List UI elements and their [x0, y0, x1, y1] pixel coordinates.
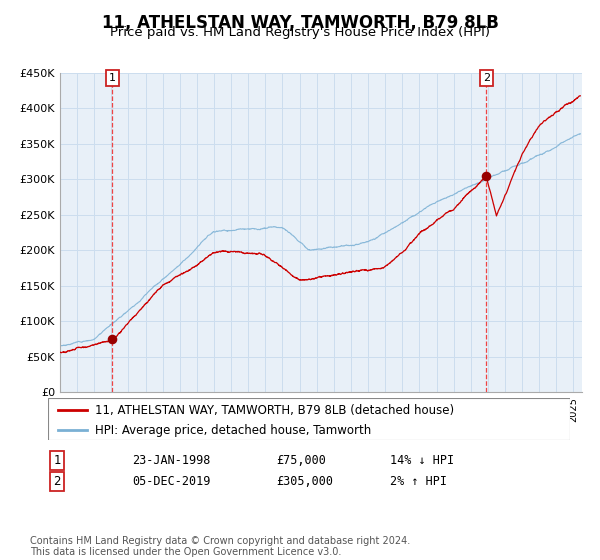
- Text: 14% ↓ HPI: 14% ↓ HPI: [390, 454, 454, 467]
- Text: 23-JAN-1998: 23-JAN-1998: [132, 454, 211, 467]
- Text: Price paid vs. HM Land Registry's House Price Index (HPI): Price paid vs. HM Land Registry's House …: [110, 26, 490, 39]
- FancyBboxPatch shape: [48, 398, 570, 440]
- Text: £305,000: £305,000: [276, 475, 333, 488]
- Text: 2: 2: [483, 73, 490, 83]
- Text: 11, ATHELSTAN WAY, TAMWORTH, B79 8LB (detached house): 11, ATHELSTAN WAY, TAMWORTH, B79 8LB (de…: [95, 404, 454, 417]
- Text: £75,000: £75,000: [276, 454, 326, 467]
- Text: 1: 1: [109, 73, 116, 83]
- Text: 05-DEC-2019: 05-DEC-2019: [132, 475, 211, 488]
- Point: [107, 334, 117, 343]
- Text: 2: 2: [53, 475, 61, 488]
- Text: HPI: Average price, detached house, Tamworth: HPI: Average price, detached house, Tamw…: [95, 424, 371, 437]
- Text: 1: 1: [53, 454, 61, 467]
- Text: Contains HM Land Registry data © Crown copyright and database right 2024.
This d: Contains HM Land Registry data © Crown c…: [30, 535, 410, 557]
- Text: 2% ↑ HPI: 2% ↑ HPI: [390, 475, 447, 488]
- Point: [482, 171, 491, 180]
- Text: 11, ATHELSTAN WAY, TAMWORTH, B79 8LB: 11, ATHELSTAN WAY, TAMWORTH, B79 8LB: [101, 14, 499, 32]
